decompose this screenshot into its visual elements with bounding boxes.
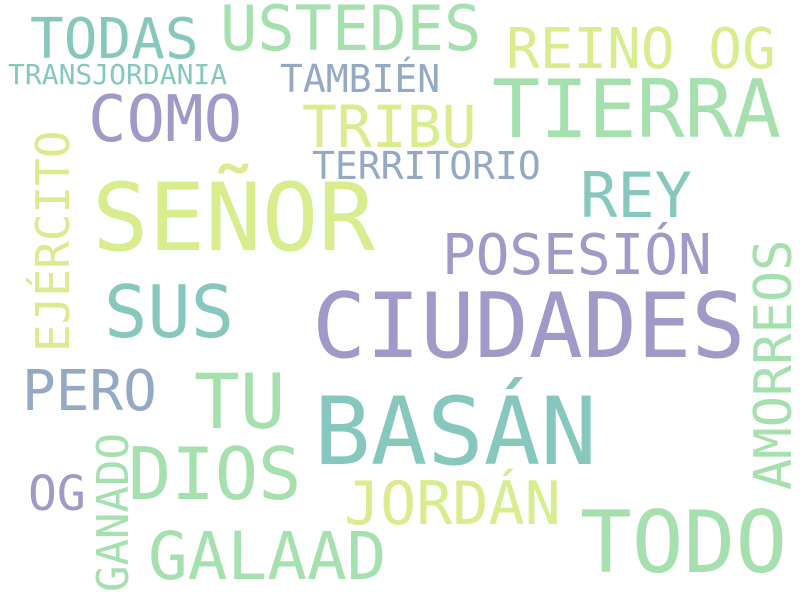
word-sus: SUS: [104, 270, 235, 354]
word-galaad: GALAAD: [148, 518, 387, 595]
word-ustedes: USTEDES: [220, 0, 482, 65]
word-ciudades: CIUDADES: [312, 274, 746, 379]
word-territorio: TERRITORIO: [312, 144, 541, 188]
word-dios: DIOS: [128, 432, 302, 516]
word-ejercito: EJÉRCITO: [26, 130, 80, 352]
word-tribu: TRIBU: [302, 93, 477, 161]
word-posesion: POSESIÓN: [442, 223, 712, 288]
word-amorreos: AMORREOS: [744, 239, 800, 490]
word-jordan: JORDÁN: [344, 469, 561, 539]
word-ganado: GANADO: [88, 433, 139, 592]
word-todas: TODAS: [30, 7, 199, 72]
word-og: OG: [28, 466, 86, 522]
word-tu: TU: [194, 357, 286, 446]
word-rey: REY: [580, 159, 692, 232]
word-senor: SEÑOR: [92, 164, 375, 273]
word-pero: PERO: [22, 359, 157, 424]
word-transjordania: TRANSJORDANIA: [8, 58, 228, 91]
word-todo: TODO: [580, 493, 788, 593]
word-como: COMO: [88, 83, 243, 157]
word-basan: BASÁN: [314, 378, 597, 487]
word-tambien: TAMBIÉN: [280, 57, 441, 101]
word-reino-og: REINO OG: [506, 17, 776, 82]
word-tierra: TIERRA: [492, 63, 781, 156]
